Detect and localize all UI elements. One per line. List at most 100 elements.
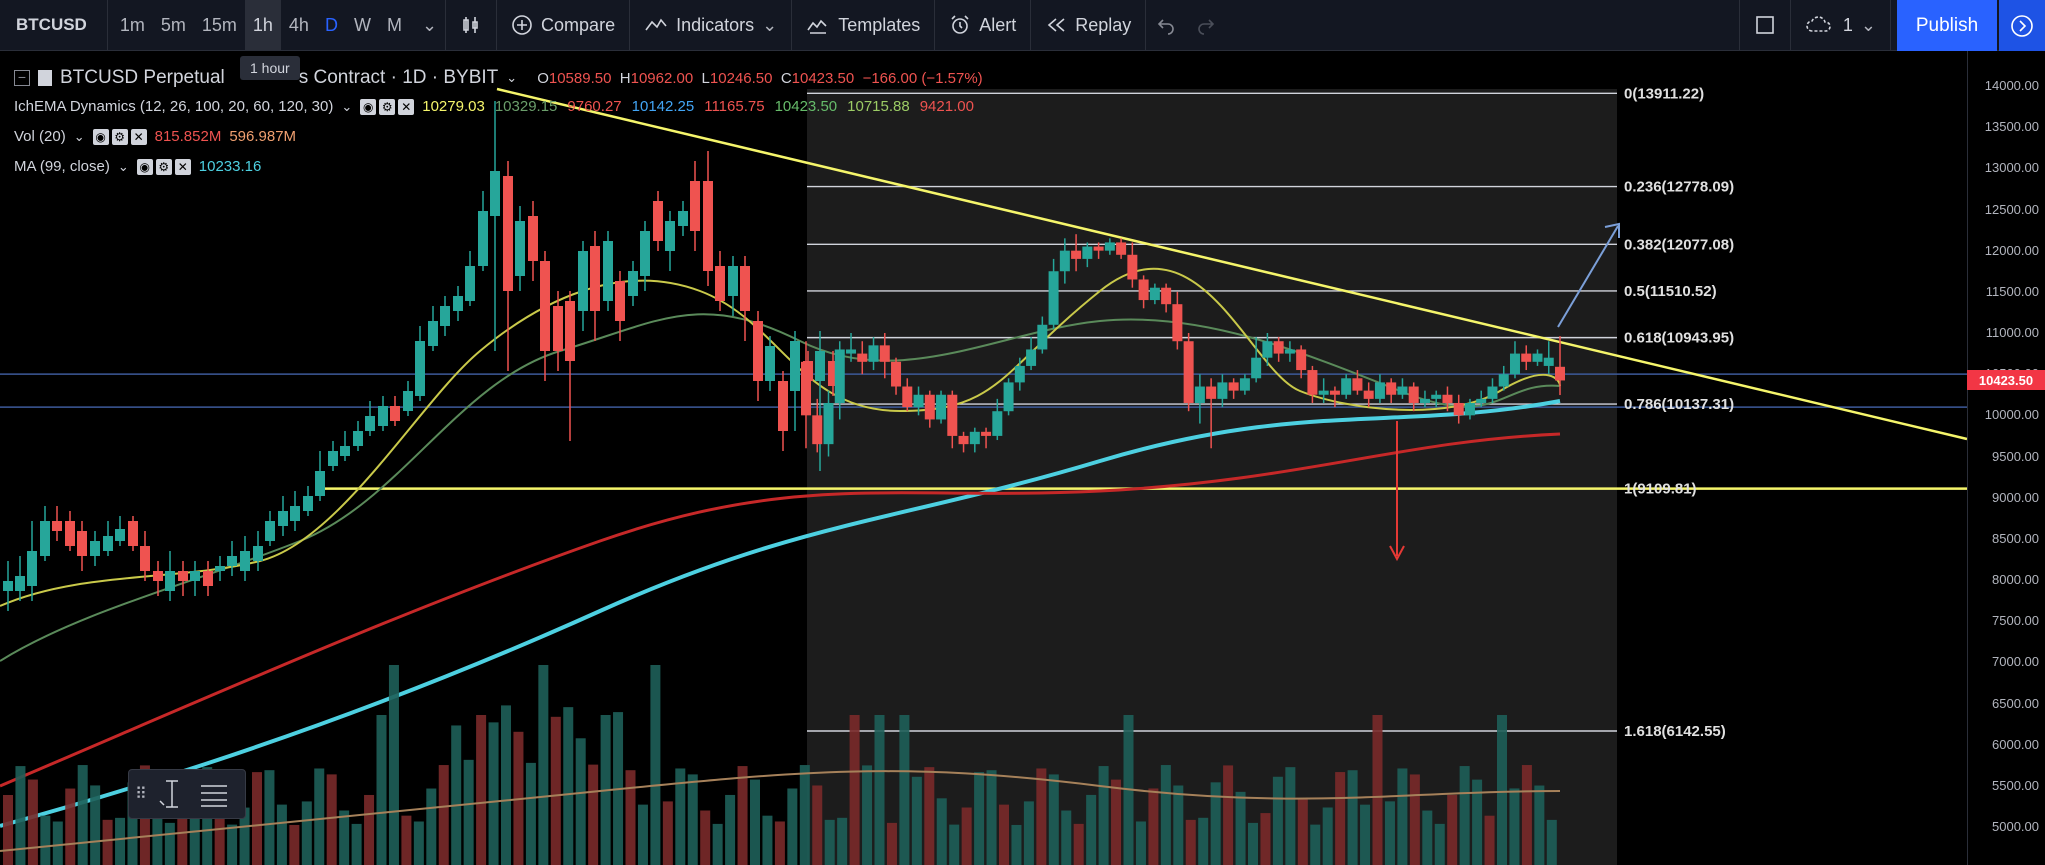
timeframe-1m[interactable]: 1m (119, 14, 145, 35)
candle-body (1262, 341, 1273, 358)
gear-icon[interactable]: ⚙ (111, 128, 128, 145)
price-axis[interactable]: 14000.00 13500.00 13000.00 12500.00 12000.00… (1967, 51, 2045, 865)
main-series-legend: − BTCUSD Perpetual s Contract · 1D · BYB… (14, 67, 983, 89)
alert-button[interactable]: Alert (935, 0, 1030, 51)
timeframe-D[interactable]: D (324, 14, 338, 35)
up-arrow-head (1604, 222, 1620, 238)
chevron-down-icon[interactable]: ⌄ (506, 70, 518, 85)
timeframe-W[interactable]: W (353, 14, 371, 35)
candle-body (52, 521, 62, 531)
alert-label: Alert (979, 14, 1017, 35)
separator (445, 0, 447, 51)
volume-bar (1036, 768, 1047, 865)
timeframe-4h[interactable]: 4h (288, 14, 309, 35)
symbol-search[interactable]: BTCUSD (16, 15, 87, 34)
chevron-down-icon[interactable]: ⌄ (117, 158, 129, 174)
close-icon[interactable]: ✕ (174, 158, 191, 175)
volume-bar (214, 798, 225, 865)
volume-bar (1048, 774, 1059, 865)
candle-body (115, 529, 125, 541)
volume-bar (501, 705, 511, 865)
candle-body (203, 571, 213, 586)
replay-button[interactable]: Replay (1031, 0, 1145, 51)
ichema-value: 9760.27 (567, 98, 622, 115)
collapse-legend-icon[interactable]: − (14, 70, 30, 86)
undo-icon (1158, 19, 1175, 35)
volume-bar (999, 804, 1009, 865)
cloud-save-button[interactable]: 1 ⌄ (1791, 0, 1890, 51)
candle-body (1217, 382, 1228, 399)
volume-bar (15, 766, 26, 865)
chart-pane[interactable]: 0(13911.22) 0.236(12778.09) 0.382(12077.08… (0, 51, 2045, 865)
open-label: O (537, 69, 549, 87)
close-icon[interactable]: ✕ (130, 128, 147, 145)
candle-body (1431, 394, 1442, 399)
timeframe-1h[interactable]: 1h (244, 0, 281, 51)
volume-bar (1310, 824, 1321, 865)
close-label: C (780, 69, 792, 87)
volume-bar (1248, 822, 1258, 865)
volume-bar (1372, 715, 1383, 865)
candle-body (365, 416, 375, 431)
candle-body (1543, 357, 1554, 366)
gear-icon[interactable]: ⚙ (155, 158, 172, 175)
chevron-down-icon[interactable]: ⌄ (341, 98, 353, 114)
timeframe-5m[interactable]: 5m (160, 14, 186, 35)
price-chart[interactable]: 0(13911.22) 0.236(12778.09) 0.382(12077.08… (0, 51, 2045, 865)
candle-body (265, 521, 275, 541)
price-tick-label: 7000.00 (1992, 654, 2039, 670)
volume-bar (1347, 770, 1358, 865)
candle-body (453, 296, 463, 311)
price-tick-label: 14000.00 (1984, 78, 2039, 93)
last-price-tag: 10423.50 (1967, 370, 2045, 391)
volume-bar (687, 774, 698, 865)
candle-body (753, 321, 763, 381)
timeframe-M[interactable]: M (386, 14, 402, 35)
separator (1738, 0, 1740, 51)
indicators-button[interactable]: Indicators ⌄ (630, 0, 791, 51)
volume-value-1: 815.852M (154, 128, 222, 145)
hamburger-icon[interactable] (197, 777, 231, 811)
fib-background (807, 89, 1617, 865)
gear-icon[interactable]: ⚙ (379, 98, 396, 115)
chevron-down-icon: ⌄ (1860, 14, 1876, 35)
candle-body (902, 386, 913, 408)
candle-body (528, 216, 538, 261)
replay-label: Replay (1075, 14, 1132, 35)
candle-body (3, 581, 13, 591)
eye-icon[interactable]: ◉ (92, 128, 109, 145)
fib-level-label: 1.618(6142.55) (1624, 723, 1726, 740)
candle-body (1509, 353, 1520, 375)
volume-bar (276, 804, 287, 865)
cloud-icon (1806, 16, 1831, 32)
volume-bar (1384, 801, 1395, 865)
chevron-down-icon[interactable]: ⌄ (73, 128, 85, 144)
compare-button[interactable]: Compare (497, 0, 629, 51)
timeframe-15m[interactable]: 15m (201, 14, 237, 35)
measure-icon[interactable] (155, 777, 189, 811)
eye-icon[interactable]: ◉ (136, 158, 153, 175)
publish-button[interactable]: Publish (1897, 0, 1997, 51)
volume-bar (862, 765, 873, 865)
candle-body (778, 381, 788, 431)
undo-button[interactable] (1146, 0, 1186, 51)
eye-icon[interactable]: ◉ (360, 98, 377, 115)
fib-level-label: 0.382(12077.08) (1624, 236, 1734, 253)
alarm-clock-icon (951, 15, 969, 34)
price-tick-label: 5000.00 (1992, 819, 2039, 834)
candle-body (1003, 382, 1014, 412)
publish-menu-button[interactable] (1999, 0, 2045, 51)
volume-bar (1447, 794, 1458, 865)
templates-button[interactable]: Templates (792, 0, 934, 51)
timeframe-tooltip: 1 hour (240, 56, 300, 80)
candle-body (665, 221, 675, 251)
close-icon[interactable]: ✕ (398, 98, 415, 115)
chevron-down-icon: ⌄ (762, 14, 778, 35)
timeframe-dropdown-icon[interactable]: ⌄ (421, 14, 438, 35)
price-tick-label: 12000.00 (1984, 242, 2039, 258)
volume-bar (1111, 779, 1122, 865)
layout-button[interactable] (1740, 0, 1790, 51)
drag-handle-icon[interactable]: ⠿ (135, 786, 147, 803)
chart-type-button[interactable] (446, 0, 496, 51)
redo-button[interactable] (1186, 0, 1226, 51)
